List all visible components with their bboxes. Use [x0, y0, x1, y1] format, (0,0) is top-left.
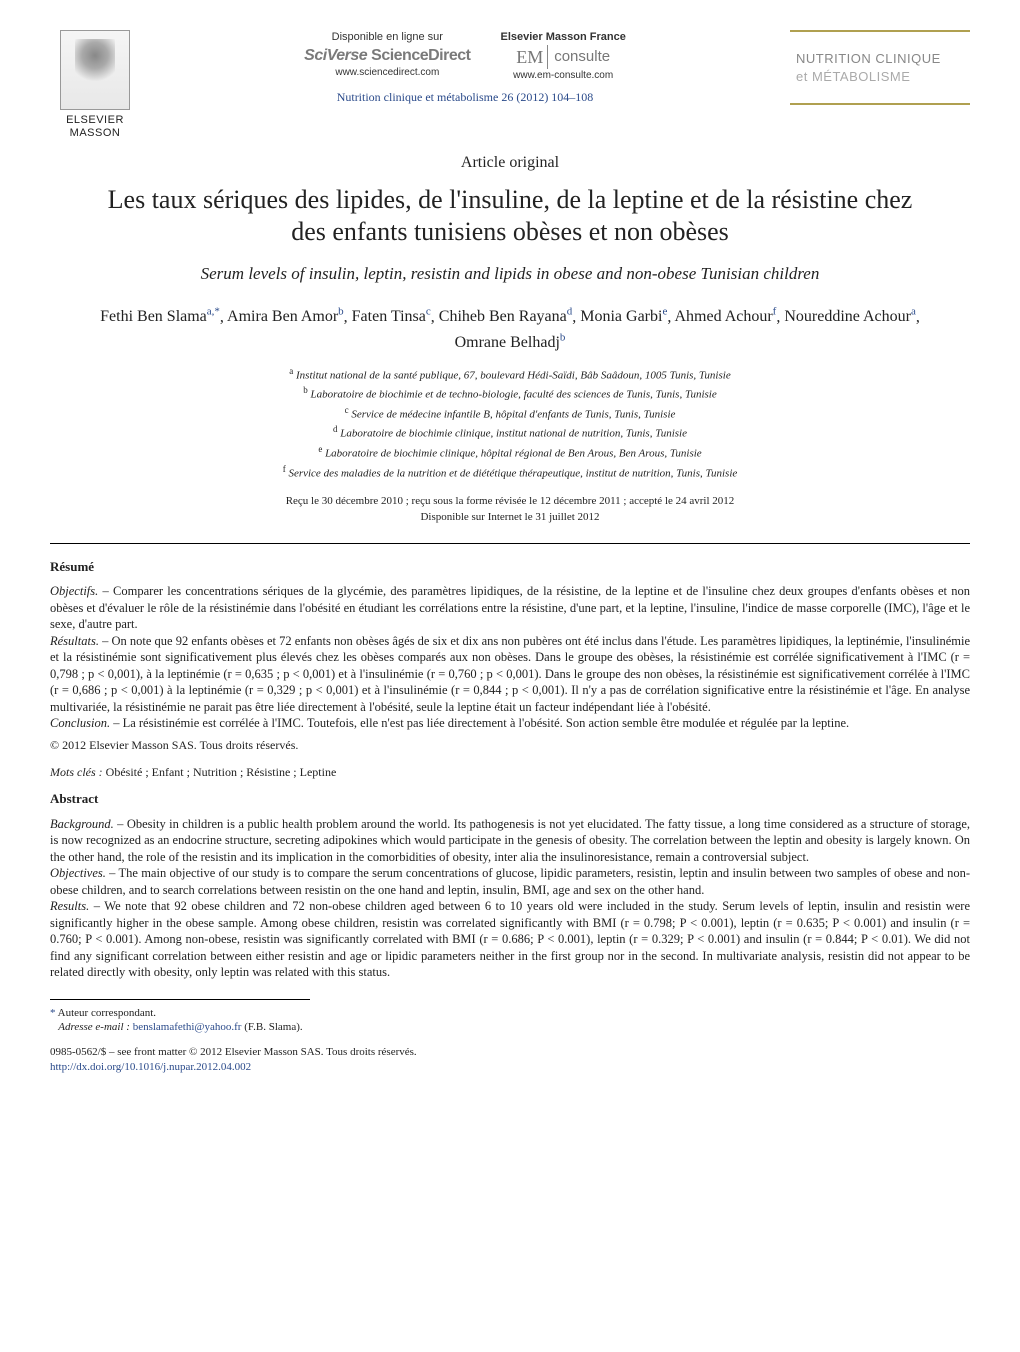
available-online-label: Disponible en ligne sur — [304, 30, 470, 45]
footnotes-block: * * Auteur correspondant.Auteur correspo… — [50, 999, 310, 1036]
footer-meta: 0985-0562/$ – see front matter © 2012 El… — [50, 1045, 970, 1075]
sciencedirect-block: Disponible en ligne sur SciVerse Science… — [304, 30, 470, 83]
journal-title-line2: et MÉTABOLISME — [796, 68, 964, 86]
affiliation: f Service des maladies de la nutrition e… — [50, 463, 970, 483]
affiliation: a Institut national de la santé publique… — [50, 365, 970, 385]
sciencedirect-brand: SciVerse ScienceDirect — [304, 45, 470, 67]
author: Amira Ben Amorb — [227, 308, 344, 325]
journal-title-line1: NUTRITION CLINIQUE — [796, 50, 964, 68]
journal-citation: Nutrition clinique et métabolisme 26 (20… — [160, 89, 770, 105]
resume-body: Objectifs. – Comparer les concentrations… — [50, 583, 970, 753]
author: Noureddine Achoura — [784, 308, 916, 325]
keywords-label-fr: Mots clés : — [50, 765, 103, 779]
resume-resultats: Résultats. – On note que 92 enfants obès… — [50, 633, 970, 716]
article-subtitle: Serum levels of insulin, leptin, resisti… — [90, 263, 930, 286]
emconsulte-block: Elsevier Masson France EM consulte www.e… — [500, 30, 625, 83]
author: Monia Garbie — [580, 308, 667, 325]
affiliation: c Service de médecine infantile B, hôpit… — [50, 404, 970, 424]
affiliations-list: a Institut national de la santé publique… — [50, 365, 970, 483]
page-header: ELSEVIER MASSON Disponible en ligne sur … — [50, 30, 970, 140]
abstract-background: Background. – Obesity in children is a p… — [50, 816, 970, 866]
abstract-body: Background. – Obesity in children is a p… — [50, 816, 970, 981]
corresponding-email-line: Adresse e-mail : benslamafethi@yahoo.fr … — [50, 1020, 970, 1035]
article-history: Reçu le 30 décembre 2010 ; reçu sous la … — [50, 494, 970, 525]
author: Chiheb Ben Rayanad — [439, 308, 572, 325]
authors-list: Fethi Ben Slamaa,*, Amira Ben Amorb, Fat… — [80, 304, 940, 355]
author: Ahmed Achourf — [674, 308, 776, 325]
resume-keywords: Mots clés : Obésité ; Enfant ; Nutrition… — [50, 764, 970, 780]
journal-cover-box: NUTRITION CLINIQUE et MÉTABOLISME — [790, 30, 970, 105]
separator-rule — [50, 543, 970, 544]
elsevier-tree-icon — [60, 30, 130, 110]
resume-objectifs: Objectifs. – Comparer les concentrations… — [50, 583, 970, 633]
author: Fethi Ben Slamaa,* — [100, 308, 220, 325]
header-center: Disponible en ligne sur SciVerse Science… — [160, 30, 770, 119]
history-online: Disponible sur Internet le 31 juillet 20… — [50, 510, 970, 525]
elsevier-france-label: Elsevier Masson France — [500, 30, 625, 45]
history-received: Reçu le 30 décembre 2010 ; reçu sous la … — [50, 494, 970, 509]
email-label: Adresse e-mail : — [58, 1021, 130, 1033]
resume-conclusion: Conclusion. – La résistinémie est corrél… — [50, 715, 970, 732]
corresponding-author-note: * * Auteur correspondant.Auteur correspo… — [50, 1006, 310, 1021]
affiliation: b Laboratoire de biochimie et de techno-… — [50, 384, 970, 404]
abstract-heading: Abstract — [50, 790, 970, 808]
issn-copyright: 0985-0562/$ – see front matter © 2012 El… — [50, 1045, 970, 1060]
article-type: Article original — [50, 152, 970, 174]
author: Faten Tinsac — [352, 308, 431, 325]
doi-link[interactable]: http://dx.doi.org/10.1016/j.nupar.2012.0… — [50, 1061, 251, 1073]
affiliation: d Laboratoire de biochimie clinique, ins… — [50, 423, 970, 443]
emconsulte-url[interactable]: www.em-consulte.com — [500, 69, 625, 83]
article-title: Les taux sériques des lipides, de l'insu… — [90, 184, 930, 249]
abstract-results: Results. – We note that 92 obese childre… — [50, 898, 970, 981]
sciencedirect-url[interactable]: www.sciencedirect.com — [304, 66, 470, 80]
em-consulte-brand: EM consulte — [516, 45, 610, 69]
affiliation: e Laboratoire de biochimie clinique, hôp… — [50, 443, 970, 463]
resume-heading: Résumé — [50, 558, 970, 576]
abstract-objectives: Objectives. – The main objective of our … — [50, 865, 970, 898]
keywords-fr: Obésité ; Enfant ; Nutrition ; Résistine… — [106, 765, 337, 779]
corresponding-email-attr: (F.B. Slama). — [244, 1021, 302, 1033]
resume-copyright: © 2012 Elsevier Masson SAS. Tous droits … — [50, 738, 970, 754]
corresponding-email-link[interactable]: benslamafethi@yahoo.fr — [133, 1021, 242, 1033]
publisher-name: ELSEVIER MASSON — [50, 114, 140, 140]
author: Omrane Belhadjb — [455, 334, 566, 351]
publisher-logo: ELSEVIER MASSON — [50, 30, 140, 140]
